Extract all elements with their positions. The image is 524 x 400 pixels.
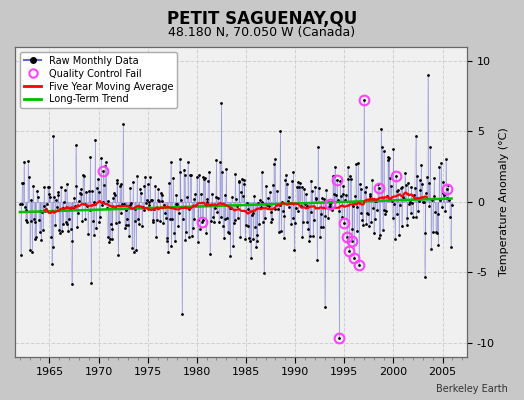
Legend: Raw Monthly Data, Quality Control Fail, Five Year Moving Average, Long-Term Tren: Raw Monthly Data, Quality Control Fail, … xyxy=(20,52,178,108)
Text: 48.180 N, 70.050 W (Canada): 48.180 N, 70.050 W (Canada) xyxy=(168,26,356,39)
Text: Berkeley Earth: Berkeley Earth xyxy=(436,384,508,394)
Text: PETIT SAGUENAY,QU: PETIT SAGUENAY,QU xyxy=(167,10,357,28)
Y-axis label: Temperature Anomaly (°C): Temperature Anomaly (°C) xyxy=(499,128,509,276)
